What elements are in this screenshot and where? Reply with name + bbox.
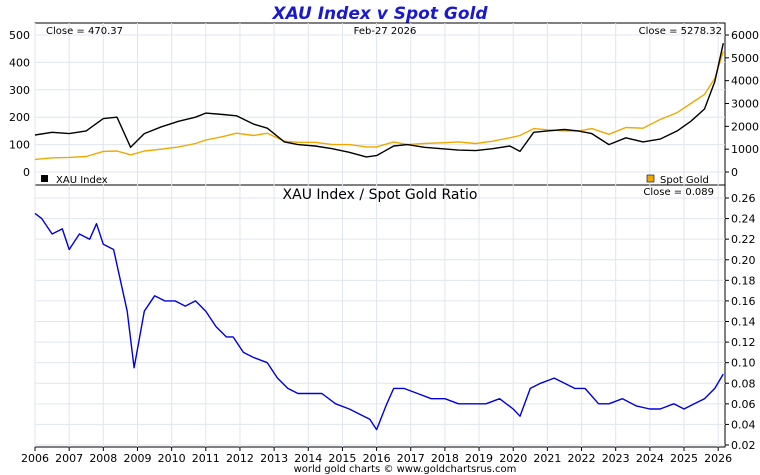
ratio-tick-label: 0.18 bbox=[731, 274, 756, 287]
top-panel-frame bbox=[34, 22, 726, 186]
x-tick-label: 2016 bbox=[363, 452, 391, 465]
x-tick-label: 2018 bbox=[431, 452, 459, 465]
ratio-line bbox=[34, 212, 724, 431]
x-tick-label: 2006 bbox=[21, 452, 49, 465]
ratio-tick-label: 0.10 bbox=[731, 357, 756, 370]
left-tick-label: 200 bbox=[9, 111, 30, 124]
ratio-tick-label: 0.06 bbox=[731, 398, 756, 411]
x-tick-label: 2013 bbox=[260, 452, 288, 465]
ratio-tick-label: 0.08 bbox=[731, 377, 756, 390]
right-tick-label: 3000 bbox=[731, 98, 759, 111]
bottom-series-lines bbox=[34, 212, 724, 431]
gold-close-label: Close = 5278.32 bbox=[639, 26, 722, 37]
right-tick-label: 5000 bbox=[731, 52, 759, 65]
left-tick-label: 0 bbox=[23, 166, 30, 179]
ratio-tick-label: 0.16 bbox=[731, 295, 756, 308]
top-grid bbox=[34, 23, 725, 185]
right-tick-label: 4000 bbox=[731, 75, 759, 88]
left-tick-label: 500 bbox=[9, 29, 30, 42]
footer-credit: world gold charts © www.goldchartsrus.co… bbox=[294, 464, 517, 475]
top-series-lines bbox=[34, 43, 724, 161]
legend-label-xau: XAU Index bbox=[56, 175, 108, 186]
x-tick-label: 2019 bbox=[465, 452, 493, 465]
top-left-axis: 0 100 200 300 400 500 bbox=[9, 29, 30, 179]
ratio-tick-label: 0.24 bbox=[731, 213, 756, 226]
legend-label-gold: Spot Gold bbox=[660, 175, 709, 186]
legend-swatch-gold bbox=[646, 174, 655, 183]
ratio-tick-label: 0.02 bbox=[731, 439, 756, 452]
right-tick-label: 6000 bbox=[731, 29, 759, 42]
x-tick-label: 2022 bbox=[568, 452, 596, 465]
right-tick-label: 1000 bbox=[731, 143, 759, 156]
left-tick-label: 300 bbox=[9, 84, 30, 97]
chart-title: XAU Index v Spot Gold bbox=[272, 4, 489, 24]
x-tick-label: 2020 bbox=[499, 452, 527, 465]
ratio-tick-label: 0.20 bbox=[731, 254, 756, 267]
x-tick-label: 2009 bbox=[123, 452, 151, 465]
ratio-tick-label: 0.22 bbox=[731, 233, 756, 246]
date-label: Feb-27 2026 bbox=[354, 26, 417, 37]
legend-swatch-xau bbox=[41, 175, 48, 182]
bottom-grid bbox=[34, 185, 725, 447]
top-right-axis: 0 1000 2000 3000 4000 5000 6000 bbox=[725, 29, 759, 179]
ratio-tick-label: 0.04 bbox=[731, 418, 756, 431]
x-tick-label: 2024 bbox=[636, 452, 664, 465]
x-tick-label: 2025 bbox=[670, 452, 698, 465]
x-tick-label: 2021 bbox=[533, 452, 561, 465]
left-tick-label: 100 bbox=[9, 139, 30, 152]
right-tick-label: 2000 bbox=[731, 120, 759, 133]
ratio-tick-label: 0.14 bbox=[731, 316, 756, 329]
x-tick-label: 2008 bbox=[89, 452, 117, 465]
x-tick-label: 2012 bbox=[226, 452, 254, 465]
x-tick-label: 2017 bbox=[397, 452, 425, 465]
x-tick-label: 2015 bbox=[328, 452, 356, 465]
x-tick-label: 2007 bbox=[55, 452, 83, 465]
ratio-subtitle: XAU Index / Spot Gold Ratio bbox=[283, 187, 478, 203]
ratio-tick-label: 0.26 bbox=[731, 192, 756, 205]
bottom-right-axis: 0.02 0.04 0.06 0.08 0.10 0.12 0.14 0.16 0.18 0.20… bbox=[725, 192, 756, 452]
x-axis: 2006 2007 2008 2009 2010 2011 2012 2013 2014 2015… bbox=[21, 447, 732, 465]
left-tick-label: 400 bbox=[9, 56, 30, 69]
x-tick-label: 2014 bbox=[294, 452, 322, 465]
ratio-close-label: Close = 0.089 bbox=[643, 187, 714, 198]
x-tick-label: 2011 bbox=[192, 452, 220, 465]
bottom-panel-frame bbox=[34, 184, 726, 448]
x-tick-label: 2026 bbox=[704, 452, 732, 465]
xau-close-label: Close = 470.37 bbox=[46, 26, 123, 37]
right-tick-label: 0 bbox=[731, 166, 738, 179]
x-tick-label: 2010 bbox=[158, 452, 186, 465]
ratio-tick-label: 0.12 bbox=[731, 336, 756, 349]
spot-gold-line bbox=[34, 51, 724, 161]
x-tick-label: 2023 bbox=[602, 452, 630, 465]
xau-index-line bbox=[34, 43, 724, 158]
